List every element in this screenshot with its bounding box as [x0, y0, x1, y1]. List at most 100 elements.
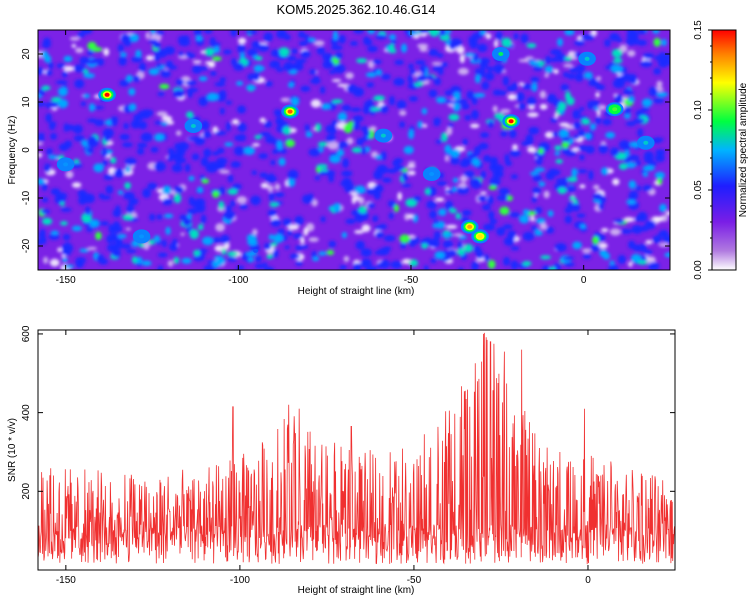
heatmap-speckle-cell — [408, 238, 416, 248]
heatmap-speckle-cell — [554, 145, 562, 151]
heatmap-low-spot — [161, 115, 173, 122]
heatmap-speckle-cell — [86, 225, 94, 232]
heatmap-speckle-cell — [214, 130, 227, 136]
heatmap-speckle-cell — [615, 76, 622, 83]
heatmap-speckle-cell — [416, 74, 428, 82]
heatmap-low-spot — [259, 117, 266, 123]
heatmap-peak — [104, 92, 110, 97]
heatmap-speckle-cell — [480, 30, 487, 36]
heatmap-speckle-cell — [102, 159, 108, 166]
heatmap-speckle-cell — [509, 129, 517, 139]
heatmap-speckle-cell — [210, 71, 217, 77]
heatmap-speckle-cell — [38, 88, 45, 96]
heatmap-speckle-cell — [63, 123, 70, 132]
heatmap-low-spot — [192, 60, 202, 64]
heatmap-speckle-cell — [41, 182, 48, 192]
heatmap-speckle-cell — [401, 43, 407, 53]
heatmap-speckle-cell — [48, 121, 57, 128]
heatmap-speckle-cell — [272, 249, 279, 258]
heatmap-speckle-cell — [432, 223, 442, 229]
heatmap-speckle-cell — [592, 192, 603, 201]
heatmap-speckle-cell — [572, 121, 582, 130]
heatmap-low-spot — [260, 182, 269, 189]
heatmap-low-spot — [71, 182, 82, 188]
heatmap-speckle-cell — [583, 71, 593, 80]
heatmap-speckle-cell — [230, 200, 236, 207]
heatmap-speckle-cell — [149, 213, 156, 221]
heatmap-speckle-cell — [633, 118, 645, 124]
heatmap-speckle-cell — [458, 267, 464, 270]
heatmap-speckle-cell — [513, 33, 519, 40]
heatmap-speckle-cell — [94, 119, 105, 127]
heatmap-speckle-cell — [467, 153, 478, 158]
heatmap-speckle-cell — [653, 37, 661, 47]
heatmap-speckle-cell — [147, 239, 155, 245]
heatmap-speckle-cell — [157, 252, 168, 258]
heatmap-low-spot — [345, 72, 354, 80]
heatmap-speckle-cell — [200, 214, 207, 224]
heatmap-speckle-cell — [153, 235, 161, 243]
heatmap-low-spot — [527, 146, 537, 153]
heatmap-speckle-cell — [138, 62, 146, 73]
heatmap-speckle-cell — [630, 79, 638, 85]
heatmap-speckle-cell — [343, 123, 353, 134]
heatmap-low-spot — [207, 61, 216, 68]
heatmap-speckle-cell — [285, 139, 296, 148]
heatmap-speckle-cell — [254, 263, 265, 269]
heatmap-speckle-cell — [270, 49, 281, 57]
heatmap-low-spot — [361, 224, 371, 233]
heatmap-speckle-cell — [534, 167, 545, 172]
heatmap-speckle-cell — [382, 246, 392, 251]
heatmap-speckle-cell — [394, 59, 404, 66]
heatmap-speckle-cell — [163, 213, 174, 219]
heatmap-speckle-cell — [656, 91, 668, 98]
heatmap-speckle-cell — [119, 133, 130, 141]
heatmap-low-spot — [434, 197, 445, 202]
heatmap-speckle-cell — [662, 235, 670, 244]
heatmap-speckle-cell — [576, 213, 586, 218]
heatmap-speckle-cell — [73, 135, 85, 142]
heatmap-speckle-cell — [417, 120, 424, 129]
heatmap-speckle-cell — [537, 148, 545, 155]
heatmap-speckle-cell — [503, 236, 515, 246]
heatmap-peak — [584, 56, 590, 61]
heatmap-speckle-cell — [227, 251, 239, 257]
heatmap-speckle-cell — [250, 195, 261, 206]
heatmap-speckle-cell — [86, 60, 98, 65]
heatmap-low-spot — [175, 130, 182, 136]
heatmap-speckle-cell — [628, 240, 636, 249]
heatmap-speckle-cell — [178, 51, 184, 57]
heatmap-speckle-cell — [452, 186, 457, 192]
heatmap-low-spot — [397, 192, 403, 201]
heatmap-speckle-cell — [117, 234, 127, 239]
heatmap-speckle-cell — [444, 189, 455, 194]
heatmap-low-spot — [354, 230, 364, 234]
heatmap-y-tick-label: 10 — [21, 96, 32, 108]
heatmap-speckle-cell — [176, 146, 183, 153]
heatmap-speckle-cell — [55, 80, 68, 85]
heatmap-low-spot — [300, 236, 305, 245]
heatmap-speckle-cell — [148, 39, 158, 44]
heatmap-speckle-cell — [356, 58, 368, 64]
heatmap-speckle-cell — [356, 137, 364, 146]
heatmap-speckle-cell — [218, 200, 225, 210]
heatmap-speckle-cell — [555, 159, 563, 164]
heatmap-speckle-cell — [171, 163, 183, 173]
heatmap-speckle-cell — [628, 180, 636, 189]
heatmap-speckle-cell — [227, 257, 238, 262]
heatmap-speckle-cell — [393, 77, 405, 86]
heatmap-low-spot — [457, 67, 469, 75]
heatmap-speckle-cell — [579, 106, 585, 111]
heatmap-speckle-cell — [199, 174, 205, 180]
heatmap-speckle-cell — [530, 76, 540, 83]
heatmap-speckle-cell — [278, 157, 286, 166]
heatmap-y-tick-label: -20 — [21, 238, 32, 253]
heatmap-speckle-cell — [105, 185, 114, 195]
heatmap-speckle-cell — [237, 44, 246, 54]
heatmap-speckle-cell — [320, 103, 331, 110]
heatmap-low-spot — [38, 152, 43, 158]
heatmap-speckle-cell — [48, 61, 54, 70]
heatmap-speckle-cell — [488, 210, 495, 220]
heatmap-speckle-cell — [376, 69, 382, 76]
heatmap-speckle-cell — [639, 244, 647, 252]
